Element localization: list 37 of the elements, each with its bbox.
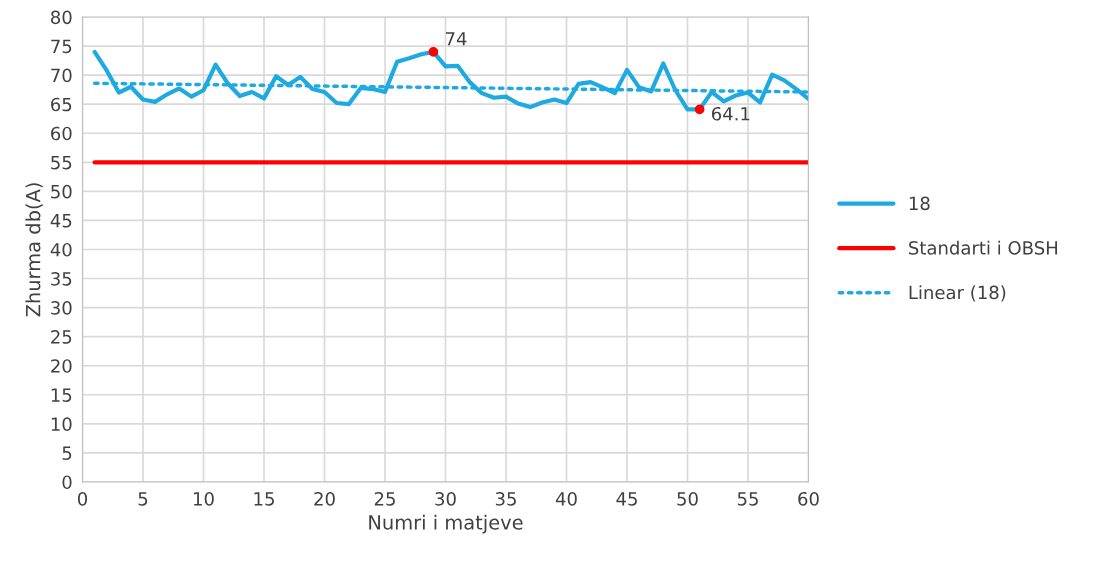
x-tick-label: 35	[495, 491, 516, 506]
y-tick-label: 80	[51, 10, 72, 25]
legend-label: 18	[909, 196, 930, 211]
x-tick-label: 60	[798, 491, 819, 506]
y-tick-label: 15	[51, 388, 72, 402]
legend-label: Linear (18)	[909, 285, 1006, 302]
x-tick-label: 40	[555, 491, 577, 506]
x-tick-label: 45	[616, 492, 637, 506]
y-tick-label: 40	[50, 242, 72, 257]
x-tick-label: 15	[254, 492, 274, 506]
y-tick-label: 60	[51, 126, 72, 141]
annotation: 74	[445, 32, 467, 46]
legend-label: Standarti i OBSH	[909, 240, 1058, 255]
y-tick-label: 20	[51, 359, 72, 373]
annotation: 64.1	[711, 106, 750, 121]
y-tick-label: 65	[51, 97, 72, 112]
y-tick-label: 55	[51, 156, 72, 170]
x-tick-label: 20	[314, 491, 335, 506]
x-tick-label: 30	[435, 491, 456, 506]
y-tick-label: 70	[51, 68, 72, 83]
y-tick-label: 5	[62, 446, 72, 461]
x-tick-label: 55	[737, 492, 758, 506]
y-tick-label: 45	[50, 214, 72, 228]
x-tick-label: 0	[77, 491, 88, 506]
y-tick-label: 0	[62, 475, 72, 490]
y-tick-label: 50	[51, 184, 72, 199]
x-tick-label: 50	[677, 491, 698, 506]
x-tick-label: 25	[374, 491, 395, 506]
y-tick-label: 30	[51, 301, 72, 315]
y-axis-title: Zhurma db(A)	[25, 183, 43, 317]
y-tick-label: 35	[51, 272, 72, 286]
y-tick-label: 25	[51, 330, 72, 344]
x-axis-title: Numri i matjeve	[369, 514, 523, 534]
y-tick-label: 75	[51, 39, 72, 54]
y-tick-label: 10	[51, 417, 72, 431]
x-tick-label: 5	[138, 492, 148, 506]
x-tick-label: 10	[194, 491, 214, 506]
